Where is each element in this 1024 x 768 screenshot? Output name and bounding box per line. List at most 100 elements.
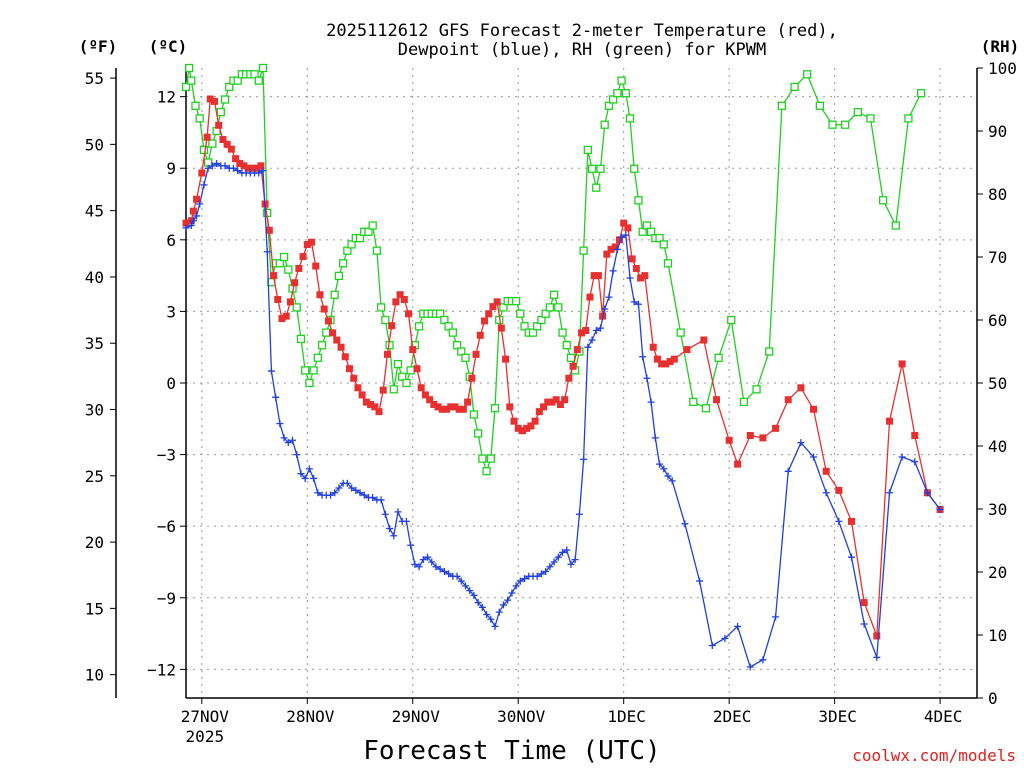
rh-point <box>444 322 453 331</box>
dewpoint-point <box>229 164 237 172</box>
temperature-point <box>637 274 645 282</box>
dewpoint-point <box>588 336 596 344</box>
temperature-point <box>531 417 539 425</box>
temperature-point <box>308 238 316 246</box>
x-axis-title: Forecast Time (UTC) <box>363 736 660 766</box>
dewpoint-point <box>394 508 402 516</box>
rh-point <box>777 101 787 110</box>
dewpoint-point <box>193 212 201 220</box>
dewpoint-point <box>284 439 292 447</box>
temperature-point <box>337 343 345 351</box>
rh-point <box>579 246 588 255</box>
dewpoint-point <box>592 327 600 334</box>
rh-point <box>301 366 310 375</box>
temperature-point <box>375 408 383 416</box>
rh-point <box>739 397 749 407</box>
temperature-point <box>236 159 244 167</box>
dewpoint-point <box>651 434 659 442</box>
rh-point <box>646 227 656 236</box>
temperature-point <box>653 355 661 363</box>
dewpoint-point <box>605 293 613 301</box>
rh-point <box>220 95 230 104</box>
temperature-point <box>662 360 670 368</box>
chart-title-line1: 2025112612 GFS Forecast 2-meter Temperat… <box>326 21 838 41</box>
dewpoint-point <box>436 565 444 573</box>
temperature-point <box>649 343 657 351</box>
rh-tick-label: 60 <box>988 311 1007 330</box>
rh-point <box>630 164 639 173</box>
temperature-point <box>278 315 286 323</box>
temperature-point <box>333 336 341 344</box>
dewpoint-point <box>759 656 767 664</box>
x-tick-label: 3DEC <box>818 707 857 726</box>
dewpoint-point <box>810 453 818 461</box>
dewpoint-point <box>580 455 588 463</box>
rh-point <box>490 404 500 413</box>
temperature-point <box>345 365 353 373</box>
rh-point <box>233 76 242 85</box>
dewpoint-point <box>734 622 742 630</box>
dewpoint-point <box>835 517 843 525</box>
rh-point <box>562 341 571 350</box>
temperature-point <box>232 155 240 163</box>
rh-point <box>617 76 626 85</box>
dewpoint-point <box>567 560 575 568</box>
dewpoint-point <box>200 181 208 189</box>
credit-link[interactable]: coolwx.com/models <box>852 746 1016 765</box>
dewpoint-point <box>546 563 554 571</box>
dewpoint-point <box>911 458 919 466</box>
dewpoint-point <box>898 453 906 461</box>
rh-point <box>765 347 774 356</box>
temperature-point <box>459 405 467 413</box>
temperature-point <box>358 391 366 399</box>
temperature-point <box>248 164 256 172</box>
dewpoint-point <box>721 634 729 642</box>
series-layer <box>181 63 944 671</box>
fahrenheit-tick-label: 50 <box>85 135 104 154</box>
temperature-point <box>860 599 868 607</box>
temperature-point <box>223 140 231 148</box>
temperature-point <box>734 460 742 468</box>
temperature-point <box>286 298 294 306</box>
rh-point <box>613 89 622 98</box>
dewpoint-point <box>208 162 216 170</box>
temperature-point <box>590 272 598 280</box>
temperature-point <box>438 405 446 413</box>
temperature-point <box>265 226 273 234</box>
rh-point <box>338 259 348 268</box>
rh-point <box>355 233 365 243</box>
rh-point <box>916 89 926 98</box>
dewpoint-point <box>326 491 334 499</box>
temperature-point <box>670 355 678 363</box>
temperature-point <box>569 362 577 370</box>
rh-point <box>440 315 449 325</box>
rh-point <box>376 303 386 312</box>
dewpoint-point <box>584 343 592 351</box>
temperature-point <box>312 262 320 270</box>
temperature-point <box>712 396 720 404</box>
temperature-point <box>341 353 349 361</box>
temperature-point <box>400 295 408 303</box>
temperature-point <box>573 346 581 354</box>
dewpoint-point <box>601 305 609 313</box>
dewpoint-point <box>860 620 868 628</box>
rh-tick-label: 0 <box>988 689 998 708</box>
dewpoint-point <box>360 491 368 499</box>
temperature-point <box>658 360 666 368</box>
temperature-point <box>759 434 767 442</box>
temperature-point <box>565 374 573 382</box>
temperature-point <box>299 253 307 261</box>
dewpoint-point <box>885 489 893 497</box>
rh-point <box>258 63 268 73</box>
temperature-point <box>468 374 476 382</box>
temperature-point <box>291 279 299 287</box>
dewpoint-point <box>571 556 579 564</box>
dewpoint-point <box>537 570 545 578</box>
dewpoint-point <box>596 324 604 332</box>
dewpoint-point <box>643 374 651 382</box>
temperature-point <box>257 162 265 170</box>
temperature-point <box>426 396 434 404</box>
x-tick-label: 4DEC <box>924 707 963 726</box>
rh-point <box>790 82 799 92</box>
